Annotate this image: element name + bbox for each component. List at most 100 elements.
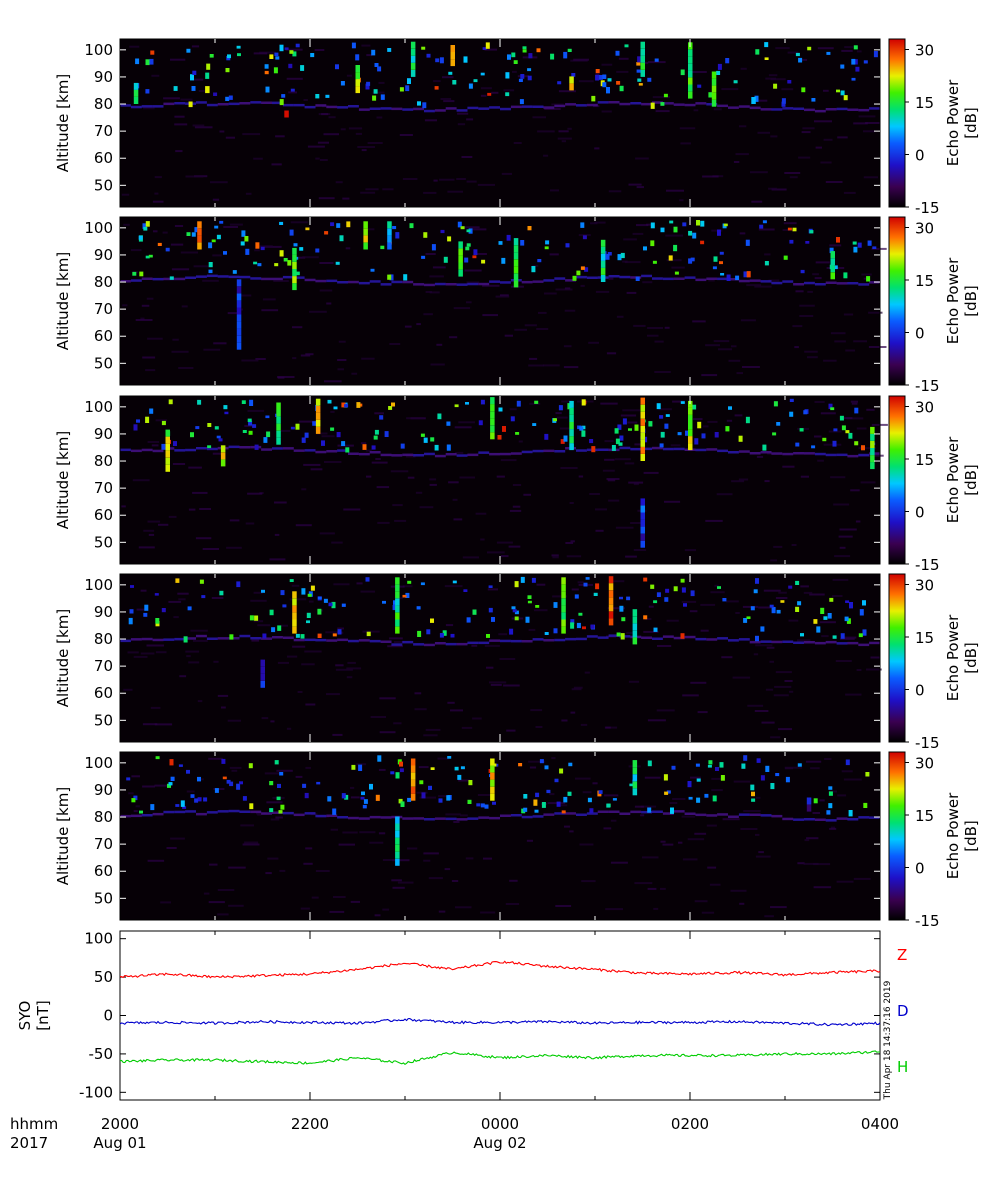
echo-mark: [173, 86, 178, 91]
echo-layer-segment: [391, 107, 403, 111]
echo-column-cell: [600, 267, 606, 275]
noise-mark: [337, 627, 344, 630]
noise-mark: [171, 350, 189, 353]
y-tick-label: 70: [94, 300, 113, 318]
echo-mark: [539, 759, 544, 764]
echo-mark: [225, 68, 230, 73]
noise-mark: [394, 519, 407, 522]
echo-layer-segment: [163, 277, 175, 281]
strong-echoes: [133, 41, 756, 118]
echo-layer-segment: [510, 639, 522, 643]
echo-mark: [833, 265, 838, 270]
noise-mark: [841, 770, 853, 773]
noise-mark: [399, 134, 413, 136]
noise-mark: [477, 794, 493, 796]
echo-mark: [395, 232, 400, 239]
noise-mark: [253, 52, 268, 55]
echo-mark: [132, 271, 137, 276]
noise-mark: [514, 328, 527, 331]
echo-mark: [239, 781, 243, 785]
noise-mark: [778, 591, 787, 594]
echo-mark: [862, 600, 866, 606]
noise-mark: [371, 461, 388, 464]
noise-mark: [735, 612, 740, 614]
noise-mark: [682, 694, 699, 697]
noise-mark: [250, 599, 267, 602]
noise-mark: [560, 467, 578, 469]
echo-mark: [208, 242, 213, 249]
noise-mark: [151, 74, 160, 77]
echo-mark: [728, 406, 732, 410]
noise-mark: [392, 504, 403, 507]
noise-mark: [308, 600, 314, 603]
noise-mark: [726, 419, 733, 422]
echo-layer-segment: [793, 641, 804, 644]
noise-mark: [462, 556, 479, 559]
echo-mark: [214, 426, 219, 430]
y-tick-label: 90: [94, 68, 113, 86]
echo-layer-segment: [728, 278, 739, 281]
echo-mark: [553, 602, 558, 608]
echo-column-cell: [458, 262, 463, 270]
echo-column-cell: [165, 443, 170, 451]
echo-mark: [572, 275, 577, 281]
echo-column-cell: [236, 286, 242, 294]
noise-mark: [833, 503, 850, 506]
echo-mark: [570, 622, 575, 629]
noise-mark: [678, 841, 683, 844]
noise-mark: [606, 352, 617, 355]
echo-mark: [514, 581, 519, 588]
echo-mark: [722, 598, 727, 602]
echo-mark: [865, 772, 870, 777]
echo-layer-segment: [684, 276, 696, 279]
echo-mark: [168, 399, 173, 405]
echo-mark: [380, 245, 385, 250]
echo-mark: [527, 226, 532, 231]
noise-mark: [240, 824, 254, 827]
echo-mark: [150, 804, 155, 811]
echo-mark: [467, 799, 472, 804]
echo-mark: [419, 780, 424, 785]
echo-layer-segment: [402, 108, 414, 111]
echo-column-cell: [688, 91, 693, 99]
echo-layer-segment: [456, 642, 468, 646]
echo-mark: [690, 590, 695, 597]
noise-mark: [765, 77, 776, 80]
noise-mark: [346, 74, 352, 77]
noise-mark: [508, 545, 521, 548]
noise-mark: [679, 127, 696, 130]
y-tick-label: -100: [79, 1083, 113, 1101]
noise-mark: [377, 521, 390, 524]
noise-mark: [787, 51, 799, 54]
x-tick-label: 0000: [481, 1115, 519, 1133]
echo-mark: [254, 444, 259, 450]
echo-mark: [507, 54, 511, 60]
noise-mark: [853, 340, 867, 343]
noise-mark: [734, 414, 743, 417]
noise-mark: [843, 313, 854, 316]
echo-layer-segment: [326, 105, 338, 109]
echo-mark: [797, 763, 802, 767]
noise-mark: [378, 81, 385, 84]
echo-column-cell: [387, 221, 392, 229]
echo-layer-segment: [152, 277, 164, 281]
echo-layer-segment: [760, 640, 772, 643]
echo-mark: [214, 788, 219, 793]
echo-layer-segment: [261, 277, 272, 281]
echo-layer-segment: [228, 637, 240, 640]
echo-column-cell: [165, 436, 170, 444]
echo-column-cell: [490, 397, 495, 405]
noise-mark: [868, 454, 884, 457]
noise-mark: [423, 859, 431, 862]
noise-mark: [775, 597, 788, 599]
echo-mark: [306, 612, 311, 618]
echo-mark: [568, 762, 573, 767]
noise-mark: [140, 317, 145, 320]
echo-mark: [481, 259, 486, 264]
echo-column-cell: [236, 314, 242, 322]
echo-mark: [302, 783, 307, 788]
echo-column-cell: [561, 619, 566, 627]
colorbar-unit: [dB]: [962, 285, 980, 317]
echo-layer-segment: [706, 638, 718, 641]
noise-mark: [172, 463, 186, 465]
